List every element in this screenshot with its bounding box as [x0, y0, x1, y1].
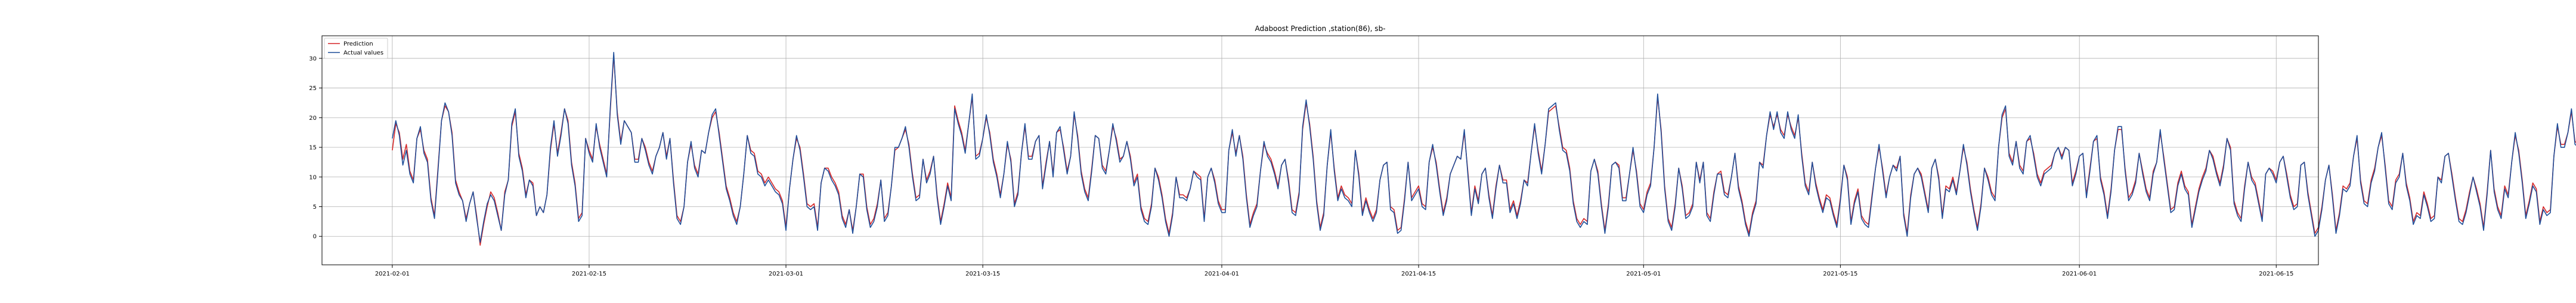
legend-label-prediction: Prediction: [343, 41, 373, 48]
y-axis: 0 5 10 15 20 25 30: [309, 55, 322, 240]
x-tick-label: 2021-05-01: [1626, 271, 1661, 277]
y-tick-label: 0: [313, 234, 317, 240]
y-tick-label: 20: [309, 115, 317, 122]
x-tick-label: 2021-03-15: [965, 271, 1000, 277]
x-tick-label: 2021-04-15: [1401, 271, 1436, 277]
chart-title: Adaboost Prediction ,station(86), sb-: [1255, 24, 1385, 33]
series-lines: [392, 52, 2576, 246]
legend-label-actual: Actual values: [343, 50, 383, 57]
x-tick-label: 2021-03-01: [769, 271, 803, 277]
x-tick-label: 2021-06-01: [2062, 271, 2097, 277]
x-tick-label: 2021-04-01: [1205, 271, 1239, 277]
x-tick-label: 2021-02-15: [572, 271, 606, 277]
y-tick-label: 30: [309, 55, 317, 62]
legend: Prediction Actual values: [324, 38, 388, 59]
x-tick-label: 2021-06-15: [2259, 271, 2293, 277]
x-tick-label: 2021-05-15: [1823, 271, 1857, 277]
legend-box: [324, 38, 388, 59]
grid: [322, 36, 2318, 265]
x-tick-label: 2021-02-01: [375, 271, 410, 277]
plot-frame: [321, 35, 2319, 265]
y-tick-label: 5: [313, 204, 317, 211]
actual-values-line: [392, 52, 2576, 243]
x-axis: 2021-02-01 2021-02-15 2021-03-01 2021-03-15…: [375, 265, 2293, 277]
y-tick-label: 25: [309, 85, 317, 92]
y-tick-label: 15: [309, 145, 317, 152]
y-tick-label: 10: [309, 174, 317, 181]
